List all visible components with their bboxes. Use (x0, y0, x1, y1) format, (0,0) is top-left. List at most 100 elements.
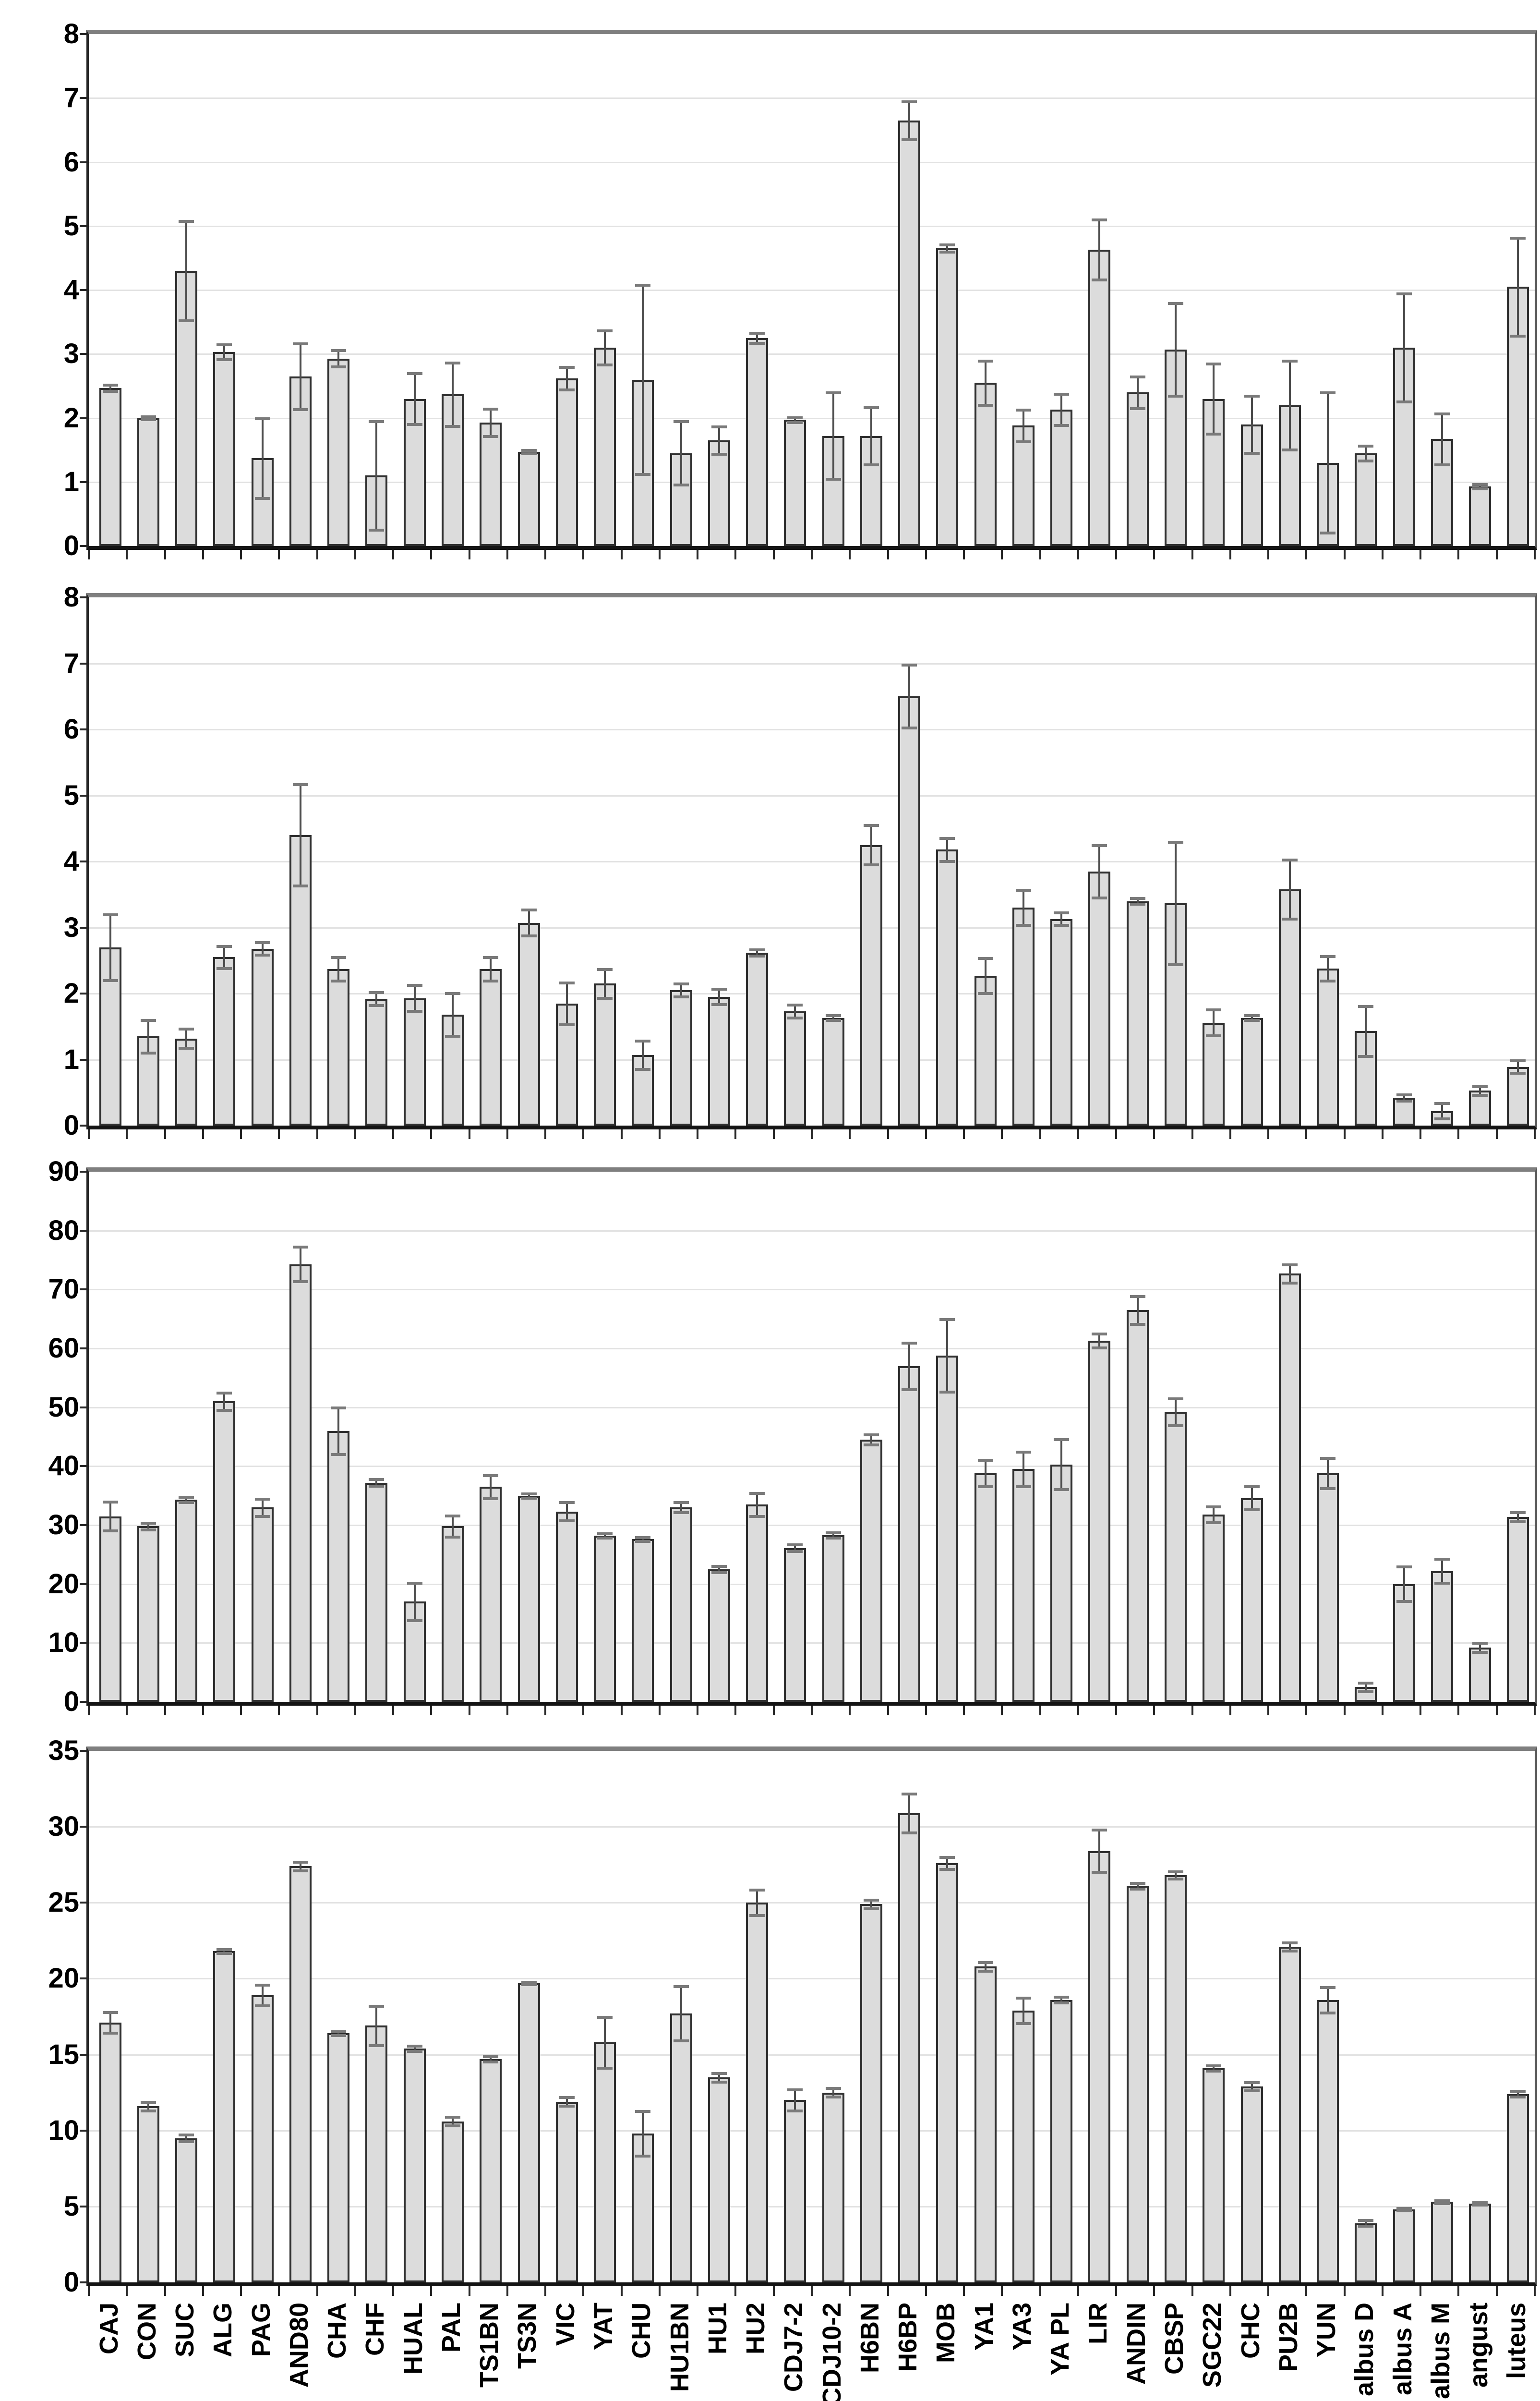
error-bar-cap-top-angust (1472, 2201, 1488, 2204)
error-bar-line-ANDIN (1136, 1296, 1139, 1324)
error-bar-line-HU2 (756, 1890, 758, 1916)
bar-ALG (213, 957, 236, 1126)
bar-CHA (327, 1431, 350, 1702)
error-bar-cap-bottom-CON (140, 2109, 156, 2112)
error-bar-cap-top-CHC (1244, 2081, 1260, 2084)
error-bar-line-PAL (452, 362, 454, 426)
x-label-text: CHA (323, 2303, 352, 2359)
x-axis-tick (202, 550, 204, 559)
error-bar-cap-bottom-CDJ7-2 (787, 2109, 803, 2112)
gridline-y5 (89, 225, 1535, 227)
x-axis-tick (849, 2286, 851, 2296)
bar-SGC22 (1203, 1514, 1225, 1702)
x-axis-tick (126, 1706, 128, 1715)
x-axis-tick (1191, 1706, 1193, 1715)
error-bar-cap-bottom-YA1 (977, 403, 993, 407)
error-bar-cap-top-HUAL (407, 984, 422, 987)
x-label-text: YA1 (969, 2303, 999, 2351)
x-label-text: PAL (437, 2303, 466, 2352)
error-bar-cap-top-albus A (1396, 1093, 1412, 1097)
x-axis-tick (1420, 550, 1422, 559)
error-bar-cap-bottom-luteus (1510, 2096, 1526, 2099)
bar-TS1BN (480, 422, 502, 546)
gridline-y60 (89, 1348, 1535, 1349)
x-axis-tick (430, 2286, 433, 2296)
error-bar-line-LIR (1098, 1830, 1101, 1872)
y-axis-label: 30 (48, 1811, 79, 1843)
error-bar-cap-top-TS1BN (483, 2055, 499, 2058)
error-bar-cap-bottom-TS1BN (483, 2061, 499, 2064)
bar-HU1 (708, 1569, 730, 1702)
bar-CBSP (1165, 349, 1187, 546)
gridline-y6 (89, 729, 1535, 730)
error-bar-cap-bottom-VIC (559, 1023, 575, 1026)
error-bar-cap-top-CDJ7-2 (787, 416, 803, 420)
error-bar-cap-top-TS3N (521, 1980, 537, 1984)
x-label-text: CDJ10-2 (817, 2303, 846, 2401)
error-bar-cap-top-CDJ7-2 (787, 1543, 803, 1547)
bar-YUN (1317, 968, 1339, 1126)
x-axis-tick (963, 2286, 965, 2296)
error-bar-line-CDJ7-2 (794, 1005, 796, 1018)
error-bar-cap-top-CON (140, 1522, 156, 1525)
x-label-text: CBSP (1160, 2303, 1189, 2375)
error-bar-cap-bottom-ALG (217, 967, 232, 970)
y-axis-tick (80, 1171, 88, 1173)
y-axis-tick (80, 481, 88, 483)
error-bar-cap-top-CHF (369, 991, 385, 994)
x-axis-tick (697, 2286, 699, 2296)
y-axis-tick (80, 794, 88, 797)
error-bar-cap-bottom-albus A (1396, 400, 1412, 404)
y-axis-label: 0 (63, 2267, 79, 2298)
bar-LIR (1088, 250, 1111, 546)
error-bar-line-CHF (375, 992, 378, 1006)
error-bar-cap-top-HUAL (407, 1582, 422, 1585)
error-bar-line-CBSP (1175, 303, 1177, 397)
y-axis-tick (80, 1406, 88, 1408)
y-axis-label: 2 (63, 978, 79, 1009)
x-axis-tick (1039, 550, 1041, 559)
bar-CHC (1240, 1018, 1263, 1126)
error-bar-cap-bottom-CON (140, 1051, 156, 1055)
bar-AND80 (289, 1866, 312, 2282)
error-bar-cap-top-angust (1472, 1085, 1488, 1088)
error-bar-cap-bottom-HUAL (407, 2050, 422, 2053)
error-bar-line-MOB (946, 1857, 949, 1869)
x-label-text: YAT (589, 2303, 618, 2351)
x-axis-tick (1153, 550, 1155, 559)
y-axis-label: 5 (63, 210, 79, 242)
error-bar-line-SGC22 (1213, 1506, 1215, 1523)
error-bar-line-HU2 (756, 1492, 758, 1516)
x-axis-tick (468, 2286, 470, 2296)
error-bar-cap-top-YA PL (1054, 911, 1070, 914)
x-axis-tick (1229, 1706, 1231, 1715)
y-axis-tick (80, 1125, 88, 1127)
bar-CHC (1240, 2086, 1263, 2282)
error-bar-cap-bottom-YAT (597, 996, 613, 1000)
error-bar-line-HU1 (718, 426, 720, 455)
bar-CAJ (99, 388, 121, 546)
error-bar-line-CAJ (109, 2012, 111, 2034)
x-axis-tick (316, 1706, 318, 1715)
error-bar-cap-bottom-albus M (1434, 2202, 1450, 2205)
x-axis-tick (1229, 2286, 1231, 2296)
error-bar-cap-bottom-CDJ10-2 (825, 2096, 841, 2099)
bar-LIR (1088, 1341, 1111, 1702)
bar-CHA (327, 358, 350, 546)
bar-YAT (594, 1536, 616, 1702)
bar-ALG (213, 1951, 236, 2282)
error-bar-cap-top-CDJ7-2 (787, 2088, 803, 2092)
error-bar-line-CBSP (1175, 1871, 1177, 1880)
error-bar-line-ALG (223, 344, 226, 360)
x-axis-tick (88, 1706, 90, 1715)
bar-CHU (632, 1539, 654, 1702)
error-bar-cap-bottom-CHC (1244, 1019, 1260, 1022)
error-bar-cap-bottom-CDJ10-2 (825, 1536, 841, 1540)
error-bar-line-VIC (565, 982, 568, 1025)
x-axis-tick (1267, 1129, 1270, 1139)
error-bar-line-HU1 (718, 989, 720, 1005)
error-bar-line-CBSP (1175, 1398, 1177, 1426)
error-bar-line-luteus (1517, 1512, 1519, 1522)
error-bar-cap-bottom-YA PL (1054, 424, 1070, 427)
x-axis-tick (658, 2286, 661, 2296)
